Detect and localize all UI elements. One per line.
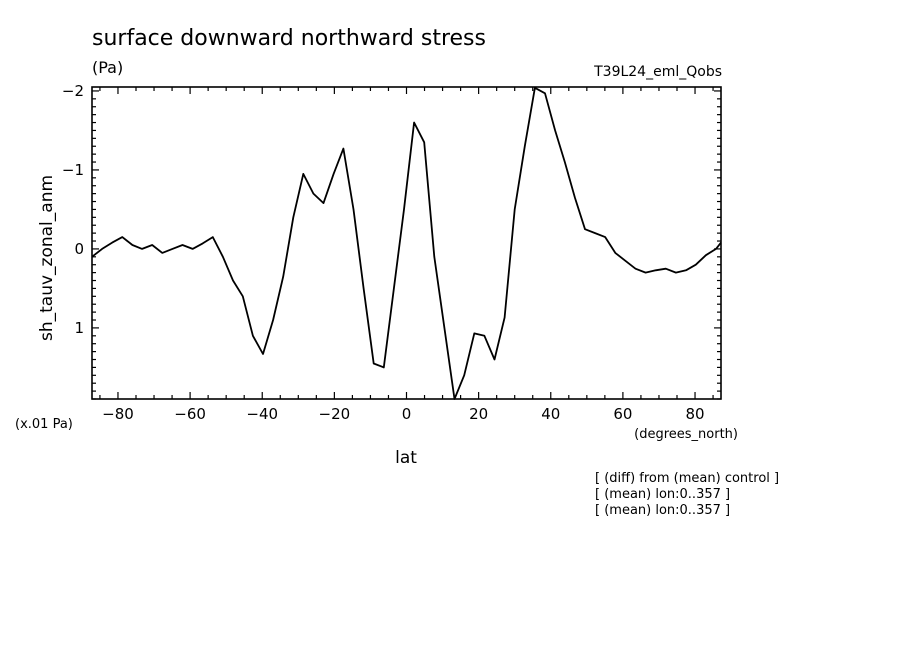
x-tick-label: −40 [246,405,278,423]
y-axis-label: sh_tauv_zonal_anm [37,175,57,341]
x-tick-label: 80 [685,405,704,423]
x-tick-label: −60 [174,405,206,423]
x-tick-label: −80 [102,405,134,423]
y-tick-label: 0 [74,240,84,258]
plot-frame [91,86,722,400]
y-axis-ticks [92,90,721,400]
x-tick-label: 0 [402,405,412,423]
x-units-label: (degrees_north) [634,427,738,442]
run-label: T39L24_eml_Qobs [593,64,722,80]
x-tick-label: 40 [541,405,560,423]
x-tick-labels: −80 −60 −40 −20 0 20 40 60 80 [102,405,704,423]
annotation-mean-lon-1: [ (mean) lon:0..357 ] [595,487,730,502]
y-tick-label: −1 [62,161,84,179]
y-tick-label: −2 [62,82,84,100]
annotation-diff: [ (diff) from (mean) control ] [595,471,779,486]
chart-units: (Pa) [92,58,123,77]
x-tick-label: −20 [319,405,351,423]
series-line [91,86,722,400]
x-tick-label: 60 [613,405,632,423]
annotation-mean-lon-2: [ (mean) lon:0..357 ] [595,503,730,518]
chart-title: surface downward northward stress [92,26,486,51]
x-axis-label: lat [395,448,417,468]
x-tick-label: 20 [469,405,488,423]
y-tick-label: 1 [74,319,84,337]
y-scale-note: (x.01 Pa) [15,417,73,432]
y-tick-labels: −2 −1 0 1 [62,82,84,337]
x-axis-ticks [99,87,714,399]
